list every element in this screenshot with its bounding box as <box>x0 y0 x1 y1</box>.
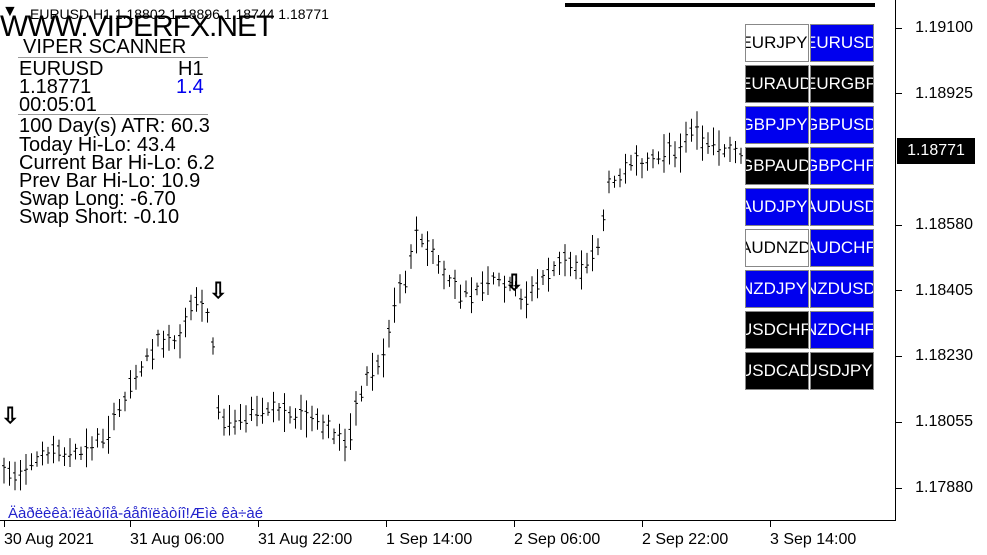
swap-short-stat: Swap Short: -0.10 <box>19 206 180 228</box>
axis-tick <box>896 356 902 357</box>
time-label: 31 Aug 06:00 <box>130 531 225 548</box>
today-hilo-stat: Today Hi-Lo: 43.4 <box>19 134 176 156</box>
axis-tick <box>386 521 387 527</box>
symbol-tile-label: GBPUSD <box>811 115 874 134</box>
price-label: 1.18405 <box>915 282 973 299</box>
time-label: 3 Sep 14:00 <box>770 531 857 548</box>
divider <box>18 114 208 115</box>
axis-tick <box>4 521 5 527</box>
symbol-tile-label: EURGBP <box>811 74 874 93</box>
swap-long-stat: Swap Long: -6.70 <box>19 188 176 210</box>
symbol-tile-nzdjpy[interactable]: NZDJPY <box>745 270 809 308</box>
symbol-tile-audchf[interactable]: AUDCHF <box>810 229 874 267</box>
axis-tick <box>896 422 902 423</box>
scanner-symbol: EURUSD <box>19 58 104 80</box>
signal-arrow-icon: ⇩ <box>1 403 20 428</box>
symbol-tile-label: GBPJPY <box>745 115 808 134</box>
symbol-tile-nzdchf[interactable]: NZDCHF <box>810 311 874 349</box>
symbol-tile-label: AUDUSD <box>811 197 874 216</box>
symbol-tile-eurjpy[interactable]: EURJPY <box>745 24 809 62</box>
price-label: 1.17880 <box>915 479 973 496</box>
price-label: 1.18055 <box>915 413 973 430</box>
top-bar <box>565 3 875 7</box>
chart-menu-arrow-icon[interactable]: ▼ <box>2 3 18 20</box>
current-price-label: 1.18771 <box>897 138 975 164</box>
price-label: 1.18925 <box>915 85 973 102</box>
price-label: 1.18230 <box>915 347 973 364</box>
symbol-tile-label: EURUSD <box>811 33 874 52</box>
current-bar-stat: Current Bar Hi-Lo: 6.2 <box>19 152 215 174</box>
axis-tick <box>514 521 515 527</box>
symbol-tile-gbpaud[interactable]: GBPAUD <box>745 147 809 185</box>
symbol-tile-label: AUDJPY <box>745 197 808 216</box>
scanner-timeframe: H1 <box>178 58 204 80</box>
divider <box>18 57 208 58</box>
symbol-tile-label: USDCAD <box>746 361 809 380</box>
symbol-tile-audnzd[interactable]: AUDNZD <box>745 229 809 267</box>
signal-arrow-icon: ⇩ <box>209 278 228 303</box>
signal-arrow-icon: ⇩ <box>505 270 524 295</box>
time-label: 31 Aug 22:00 <box>258 531 353 548</box>
symbol-tile-label: AUDNZD <box>745 238 809 257</box>
axis-tick <box>642 521 643 527</box>
symbol-tile-euraud[interactable]: EURAUD <box>745 65 809 103</box>
symbol-tile-usdjpy[interactable]: USDJPY <box>810 352 874 390</box>
ohlc-readout: EURUSD,H1 1.18802 1.18896 1.18744 1.1877… <box>30 6 329 22</box>
symbol-tile-label: EURAUD <box>746 74 809 93</box>
time-label: 1 Sep 14:00 <box>386 531 473 548</box>
symbol-tile-label: NZDCHF <box>810 320 874 339</box>
symbol-tile-label: USDJPY <box>810 361 873 380</box>
atr-stat: 100 Day(s) ATR: 60.3 <box>19 115 210 137</box>
axis-tick <box>130 521 131 527</box>
price-label: 1.19100 <box>915 19 973 36</box>
symbol-tile-gbpusd[interactable]: GBPUSD <box>810 106 874 144</box>
watermark: WWW.VIPERFX.NET <box>0 10 274 43</box>
time-label: 2 Sep 22:00 <box>642 531 729 548</box>
price-chart <box>2 111 743 491</box>
symbol-tile-label: USDCHF <box>745 320 809 339</box>
time-label: 2 Sep 06:00 <box>514 531 601 548</box>
footer-note: Äàðëèêà:ïëàòíîå-áåñïëàòíî!Æìè êà÷àé <box>8 505 264 522</box>
axis-tick <box>896 28 902 29</box>
symbol-tile-eurgbp[interactable]: EURGBP <box>810 65 874 103</box>
axis-tick <box>896 93 902 94</box>
symbol-tile-label: AUDCHF <box>810 238 874 257</box>
axis-tick <box>896 225 902 226</box>
axis-tick <box>896 488 902 489</box>
symbol-tile-label: GBPAUD <box>745 156 809 175</box>
symbol-tile-audusd[interactable]: AUDUSD <box>810 188 874 226</box>
symbol-tile-gbpchf[interactable]: GBPCHF <box>810 147 874 185</box>
time-label: 30 Aug 2021 <box>4 531 94 548</box>
symbol-tile-usdchf[interactable]: USDCHF <box>745 311 809 349</box>
symbol-tile-label: EURJPY <box>745 33 808 52</box>
scanner-price: 1.18771 <box>19 76 92 98</box>
symbol-tile-usdcad[interactable]: USDCAD <box>745 352 809 390</box>
symbol-tile-label: NZDUSD <box>810 279 874 298</box>
symbol-tile-eurusd[interactable]: EURUSD <box>810 24 874 62</box>
axis-tick <box>770 521 771 527</box>
price-label: 1.18580 <box>915 216 973 233</box>
symbol-tile-audjpy[interactable]: AUDJPY <box>745 188 809 226</box>
symbol-tile-label: NZDJPY <box>745 279 808 298</box>
scanner-title: VIPER SCANNER <box>23 36 187 58</box>
symbol-tile-label: GBPCHF <box>810 156 874 175</box>
prev-bar-stat: Prev Bar Hi-Lo: 10.9 <box>19 170 201 192</box>
symbol-tile-gbpjpy[interactable]: GBPJPY <box>745 106 809 144</box>
scanner-spread: 1.4 <box>176 76 204 98</box>
axis-tick <box>896 290 902 291</box>
symbol-tile-nzdusd[interactable]: NZDUSD <box>810 270 874 308</box>
scanner-timer: 00:05:01 <box>19 94 97 116</box>
axis-tick <box>258 521 259 527</box>
